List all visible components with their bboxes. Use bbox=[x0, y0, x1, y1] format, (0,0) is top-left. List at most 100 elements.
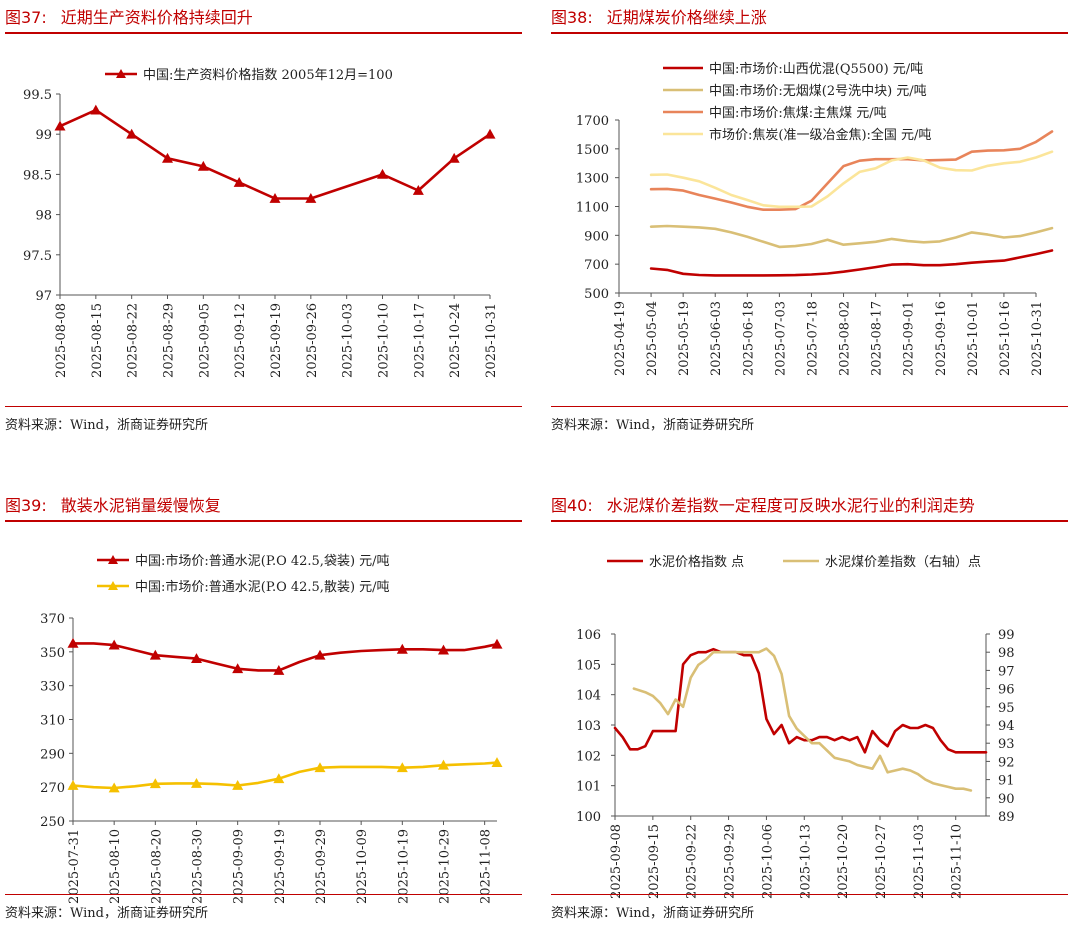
figure-number: 图38: bbox=[551, 8, 593, 27]
y-tick-label: 99 bbox=[35, 128, 52, 143]
x-tick-label: 2025-10-19 bbox=[396, 829, 411, 904]
y-tick-label: 270 bbox=[40, 781, 65, 796]
figure-title: 图40: 水泥煤价差指数一定程度可反映水泥行业的利润走势 bbox=[551, 492, 975, 516]
x-tick-label: 2025-07-03 bbox=[773, 301, 788, 376]
x-tick-label: 2025-08-08 bbox=[54, 303, 69, 378]
x-tick-label: 2025-10-01 bbox=[966, 301, 981, 376]
line-chart-fig40: 100 101 102 103 104 105 106 89 90 91 92 93 94 95 96 97 9… bbox=[576, 554, 1015, 899]
y2-tick-label: 99 bbox=[998, 628, 1015, 643]
data-point-marker bbox=[273, 773, 285, 784]
y-tick-label: 105 bbox=[576, 658, 601, 673]
line-chart-fig38: 500 700 900 1100 1300 1500 1700 2025-04-19 2025-… bbox=[576, 61, 1054, 376]
x-tick-label: 2025-07-31 bbox=[67, 829, 82, 904]
y-tick-label: 350 bbox=[40, 646, 65, 661]
data-point-marker bbox=[67, 637, 79, 648]
y2-tick-label: 91 bbox=[998, 774, 1015, 789]
x-tick-label: 2025-09-19 bbox=[269, 303, 284, 378]
y-tick-label: 102 bbox=[576, 749, 601, 764]
data-point-marker bbox=[108, 639, 120, 650]
x-tick-label: 2025-10-31 bbox=[1030, 301, 1045, 376]
y-tick-label: 290 bbox=[40, 747, 65, 762]
series-line bbox=[71, 642, 499, 672]
data-point-marker bbox=[491, 757, 503, 768]
x-tick-label: 2025-08-29 bbox=[162, 303, 177, 378]
data-point-marker bbox=[108, 782, 120, 793]
figure-number: 图39: bbox=[5, 496, 47, 515]
y2-tick-label: 90 bbox=[998, 792, 1015, 807]
y-tick-label: 106 bbox=[576, 628, 601, 643]
x-tick-label: 2025-11-10 bbox=[950, 824, 965, 899]
x-tick-label: 2025-10-24 bbox=[448, 303, 463, 378]
chart-panel-fig38: 图38: 近期煤炭价格继续上涨 500 700 900 1100 1300 1500 1700… bbox=[551, 0, 1073, 440]
figure-caption: 近期煤炭价格继续上涨 bbox=[606, 8, 767, 27]
x-tick-label: 2025-10-29 bbox=[437, 829, 452, 904]
x-tick-label: 2025-05-19 bbox=[677, 301, 692, 376]
y-tick-label: 250 bbox=[40, 815, 65, 830]
legend-label: 市场价:焦炭(准一级冶金焦):全国 元/吨 bbox=[709, 127, 931, 143]
data-point-marker bbox=[273, 664, 285, 675]
y2-tick-label: 96 bbox=[998, 683, 1015, 698]
data-point-marker bbox=[412, 184, 424, 195]
x-tick-label: 2025-10-20 bbox=[836, 824, 851, 899]
x-tick-label: 2025-08-17 bbox=[870, 301, 885, 376]
series-line bbox=[649, 249, 1054, 277]
x-tick-label: 2025-08-22 bbox=[126, 303, 141, 378]
y-tick-label: 101 bbox=[576, 780, 601, 795]
source-note: 资料来源：Wind，浙商证券研究所 bbox=[5, 906, 208, 921]
x-tick-label: 2025-09-26 bbox=[305, 303, 320, 378]
y-tick-label: 99.5 bbox=[23, 88, 52, 103]
y-tick-label: 700 bbox=[584, 258, 609, 273]
data-point-marker bbox=[437, 759, 449, 770]
figure-title: 图38: 近期煤炭价格继续上涨 bbox=[551, 4, 767, 28]
y2-tick-label: 94 bbox=[998, 719, 1015, 734]
legend-label: 中国:市场价:山西优混(Q5500) 元/吨 bbox=[709, 61, 923, 77]
y2-tick-label: 98 bbox=[998, 646, 1015, 661]
line-chart-fig39: 250 270 290 310 330 350 370 2025-07-31 2025-08-1… bbox=[40, 553, 503, 904]
data-point-marker bbox=[190, 777, 202, 788]
x-tick-label: 2025-11-03 bbox=[912, 824, 927, 899]
x-tick-label: 2025-09-08 bbox=[609, 824, 624, 899]
figure-title: 图39: 散装水泥销量缓慢恢复 bbox=[5, 492, 221, 516]
title-rule bbox=[5, 520, 522, 522]
y-tick-label: 500 bbox=[584, 287, 609, 302]
x-tick-label: 2025-10-27 bbox=[874, 824, 889, 899]
data-point-marker bbox=[190, 653, 202, 663]
x-tick-label: 2025-09-16 bbox=[934, 301, 949, 376]
x-tick-label: 2025-08-02 bbox=[838, 301, 853, 376]
figure-number: 图40: bbox=[551, 496, 593, 515]
y-tick-label: 1500 bbox=[576, 143, 609, 158]
y-tick-label: 98 bbox=[35, 209, 52, 224]
x-tick-label: 2025-10-09 bbox=[355, 829, 370, 904]
source-rule bbox=[5, 894, 522, 895]
y-tick-label: 98.5 bbox=[23, 168, 52, 183]
legend-label: 中国:市场价:无烟煤(2号洗中块) 元/吨 bbox=[709, 83, 927, 99]
legend-label: 水泥煤价差指数（右轴）点 bbox=[825, 555, 981, 570]
data-point-marker bbox=[149, 649, 161, 660]
series-line bbox=[649, 130, 1054, 211]
source-note: 资料来源：Wind，浙商证券研究所 bbox=[551, 906, 754, 921]
data-point-marker bbox=[54, 120, 66, 131]
x-tick-label: 2025-07-18 bbox=[805, 301, 820, 376]
data-point-marker bbox=[396, 643, 408, 654]
data-point-marker bbox=[377, 168, 388, 179]
series-line bbox=[649, 150, 1054, 209]
title-rule bbox=[5, 32, 522, 34]
line-chart-fig37: 97 97.5 98 98.5 99 99.5 2025-08-08 2025-08-15 20… bbox=[23, 67, 499, 378]
data-point-marker bbox=[448, 152, 460, 163]
y2-tick-label: 93 bbox=[998, 737, 1015, 752]
figure-caption: 近期生产资料价格持续回升 bbox=[60, 8, 253, 27]
x-tick-label: 2025-10-13 bbox=[798, 824, 813, 899]
x-tick-label: 2025-10-17 bbox=[412, 303, 427, 378]
y-tick-label: 103 bbox=[576, 719, 601, 734]
data-point-marker bbox=[232, 663, 244, 674]
data-point-marker bbox=[197, 160, 209, 171]
data-point-marker bbox=[232, 779, 244, 790]
x-tick-label: 2025-09-09 bbox=[232, 829, 247, 904]
chart-panel-fig39: 图39: 散装水泥销量缓慢恢复 250 270 290 310 330 350 370 2025… bbox=[5, 488, 527, 928]
data-point-marker bbox=[484, 128, 496, 139]
x-tick-label: 2025-06-18 bbox=[741, 301, 756, 376]
figure-title: 图37: 近期生产资料价格持续回升 bbox=[5, 4, 253, 28]
data-point-marker bbox=[233, 176, 245, 187]
x-tick-label: 2025-10-16 bbox=[998, 301, 1013, 376]
data-point-marker bbox=[90, 104, 102, 115]
